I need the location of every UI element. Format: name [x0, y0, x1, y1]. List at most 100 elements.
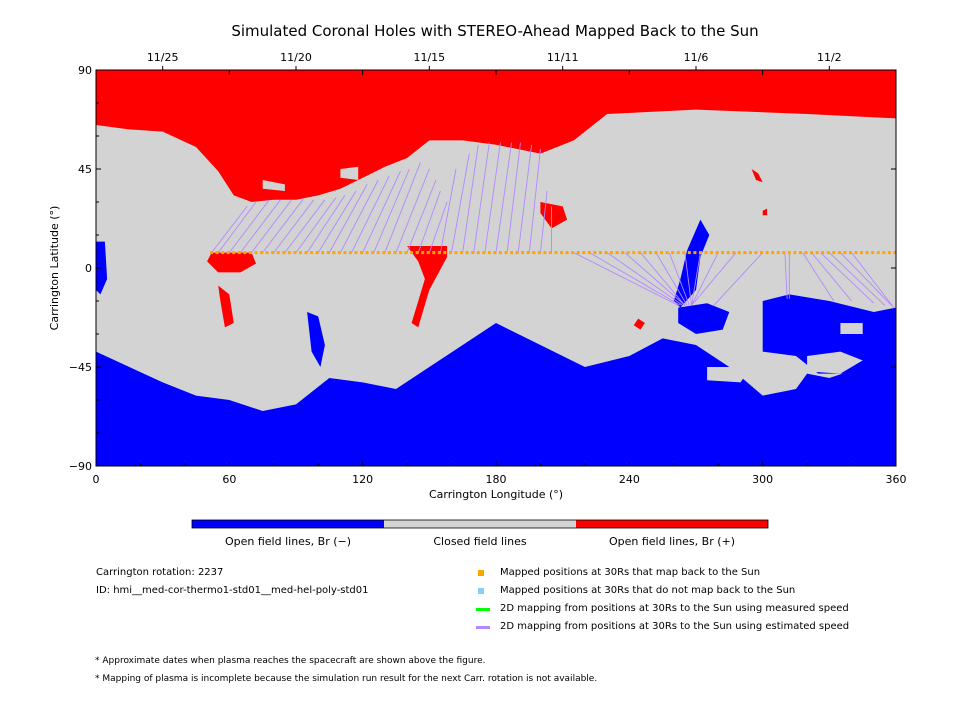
mapping-line	[328, 184, 368, 253]
mapping-line	[784, 252, 788, 299]
mapped-position-point	[243, 251, 247, 255]
mapped-position-point	[293, 251, 297, 255]
mapped-position-point	[537, 251, 541, 255]
mapped-position-point	[526, 251, 530, 255]
colorbar-label-closed: Closed field lines	[433, 535, 527, 548]
mapped-position-point	[448, 251, 452, 255]
region-neg-pocket-south	[762, 294, 896, 378]
mapped-position-point	[310, 251, 314, 255]
mapped-position-point	[693, 251, 697, 255]
mapped-position-point	[226, 251, 230, 255]
mapped-position-point	[521, 251, 525, 255]
y-tick-label: −90	[69, 460, 92, 473]
mapped-position-point	[621, 251, 625, 255]
legend-label-mapped: Mapped positions at 30Rs that map back t…	[500, 567, 761, 578]
mapped-position-point	[882, 251, 886, 255]
region-neg-small-1	[307, 312, 325, 367]
mapped-position-point	[748, 251, 752, 255]
mapping-line	[384, 162, 421, 253]
mapped-position-point	[682, 251, 686, 255]
mapped-position-point	[404, 251, 408, 255]
mapped-position-point	[698, 251, 702, 255]
mapped-position-point	[471, 251, 475, 255]
mapped-position-point	[410, 251, 414, 255]
carrington-rotation: Carrington rotation: 2237	[96, 567, 224, 578]
mapping-line	[691, 252, 719, 306]
date-tick-label: 11/6	[684, 51, 709, 64]
legend-swatch-not-mapped	[478, 588, 484, 594]
mapped-position-point	[810, 251, 814, 255]
mapped-position-point	[260, 251, 264, 255]
mapping-line	[284, 199, 326, 253]
mapped-position-point	[232, 251, 236, 255]
mapped-position-point	[854, 251, 858, 255]
mapped-position-point	[743, 251, 747, 255]
region-pos-hole-4	[540, 202, 568, 229]
x-tick-label: 0	[93, 473, 100, 486]
region-neg-blob-center	[678, 303, 730, 334]
mapped-position-point	[398, 251, 402, 255]
x-tick-label: 60	[222, 473, 236, 486]
mapped-position-point	[771, 251, 775, 255]
mapped-position-point	[382, 251, 386, 255]
x-axis-label: Carrington Longitude (°)	[429, 488, 563, 501]
mapping-line	[640, 252, 686, 306]
field-regions	[96, 70, 896, 466]
mapped-position-point	[798, 251, 802, 255]
y-axis: 90 45 0 −45 −90	[69, 64, 896, 473]
date-tick-label: 11/25	[147, 51, 179, 64]
mapped-position-point	[582, 251, 586, 255]
region-closed-island-1	[262, 180, 285, 191]
mapping-line	[506, 142, 521, 253]
mapped-position-point	[443, 251, 447, 255]
mapped-position-point	[876, 251, 880, 255]
mapped-position-point	[721, 251, 725, 255]
mapping-line	[340, 179, 379, 253]
mapping-line	[417, 190, 441, 253]
mapped-position-point	[710, 251, 714, 255]
mapping-line	[362, 171, 401, 253]
mapped-position-point	[593, 251, 597, 255]
mapped-position-point	[498, 251, 502, 255]
region-pos-hole-2	[218, 285, 234, 328]
mapped-position-point	[832, 251, 836, 255]
region-closed-island-7	[707, 367, 752, 383]
legend-label-not-mapped: Mapped positions at 30Rs that do not map…	[500, 585, 796, 596]
top-date-axis: 11/25 11/20 11/15 11/11 11/6 11/2	[147, 51, 842, 70]
mapped-position-point	[354, 251, 358, 255]
mapped-position-point	[787, 251, 791, 255]
mapping-line	[539, 190, 548, 253]
legend-label-estimated: 2D mapping from positions at 30Rs to the…	[500, 621, 850, 632]
mapped-position-point	[598, 251, 602, 255]
mapped-position-point	[860, 251, 864, 255]
mapped-position-point	[821, 251, 825, 255]
mapped-position-point	[760, 251, 764, 255]
mapped-position-point	[387, 251, 391, 255]
mapped-position-point	[671, 251, 675, 255]
mapped-position-point	[604, 251, 608, 255]
mapped-position-point	[571, 251, 575, 255]
mapped-position-point	[248, 251, 252, 255]
mapping-line	[589, 252, 681, 306]
mapped-position-point	[554, 251, 558, 255]
mapped-position-point	[476, 251, 480, 255]
mapping-line	[655, 252, 688, 306]
date-tick-label: 11/20	[280, 51, 312, 64]
mapped-position-point	[848, 251, 852, 255]
mapped-position-point	[465, 251, 469, 255]
mapped-position-point	[415, 251, 419, 255]
region-pos-hole-5	[633, 318, 645, 330]
mapped-position-point	[637, 251, 641, 255]
mapping-line	[251, 199, 292, 253]
date-tick-label: 11/15	[413, 51, 445, 64]
mapped-position-point	[532, 251, 536, 255]
mapped-position-point	[665, 251, 669, 255]
region-south-neg-cap	[96, 323, 896, 466]
mapping-line	[240, 199, 281, 253]
mapped-position-point	[776, 251, 780, 255]
region-pos-hole-6	[751, 169, 763, 183]
mapped-position-point	[221, 251, 225, 255]
mapped-position-point	[271, 251, 275, 255]
mapped-position-point	[632, 251, 636, 255]
region-pos-hole-1	[207, 252, 256, 273]
